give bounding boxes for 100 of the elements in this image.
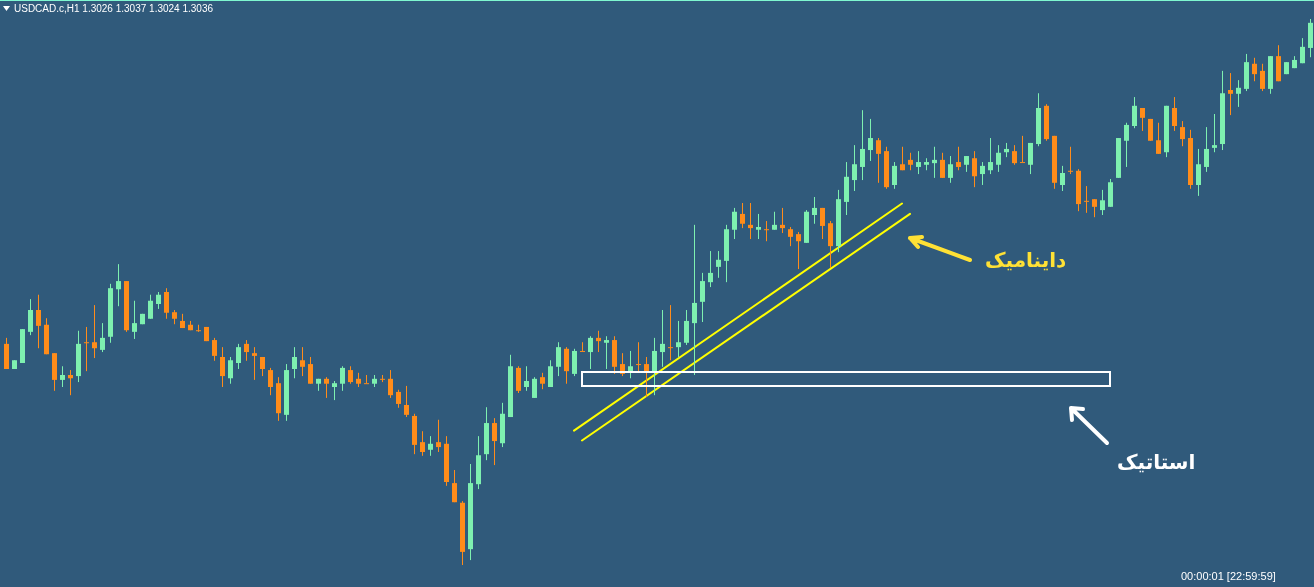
candlestick (604, 335, 609, 370)
candlestick (244, 339, 249, 362)
candlestick (1252, 57, 1257, 82)
candlestick (876, 137, 881, 184)
candlestick (780, 207, 785, 234)
candlestick (564, 346, 569, 385)
candlestick (268, 367, 273, 396)
candlestick (764, 220, 769, 242)
candlestick (1300, 37, 1305, 64)
candlestick (148, 294, 153, 320)
candlestick (1196, 148, 1201, 197)
candlestick (596, 330, 601, 353)
candlestick (340, 365, 345, 392)
candlestick (220, 346, 225, 388)
candlestick (236, 343, 241, 370)
candlestick (1228, 72, 1233, 116)
candlestick (1124, 122, 1129, 168)
candlestick (660, 309, 665, 368)
annotation: استاتیک (1117, 450, 1196, 474)
candlestick (100, 322, 105, 353)
candlestick (532, 376, 537, 399)
chart-title: USDCAD.c,H1 1.3026 1.3037 1.3024 1.3036 (14, 3, 214, 14)
candlestick (708, 250, 713, 288)
candlestick (956, 146, 961, 171)
candlestick (892, 161, 897, 190)
candlestick (812, 196, 817, 225)
candlestick (164, 287, 169, 320)
candlestick (796, 231, 801, 270)
candlestick (332, 380, 337, 401)
candlestick (732, 207, 737, 240)
candlestick (980, 161, 985, 186)
candlestick (556, 341, 561, 377)
candlestick (572, 348, 577, 377)
candlestick (292, 346, 297, 379)
candlestick (988, 137, 993, 175)
candlestick (452, 469, 457, 503)
candlestick (1172, 96, 1177, 132)
candlestick (428, 435, 433, 457)
candlestick (116, 263, 121, 307)
text: 00:00:01 [22:59:59] (1181, 570, 1276, 582)
candlestick (748, 202, 753, 240)
candlestick (916, 150, 921, 175)
candlestick (772, 211, 777, 231)
candlestick (228, 356, 233, 385)
candlestick (1212, 113, 1217, 153)
candlestick (668, 304, 673, 361)
annotation: داینامیک (985, 248, 1067, 272)
candlestick (716, 250, 721, 279)
candlestick (580, 341, 585, 352)
candlestick (756, 213, 761, 240)
candlestick (548, 359, 553, 388)
candlestick (948, 155, 953, 184)
candlestick (932, 146, 937, 179)
candlestick (436, 419, 441, 453)
candlestick (1100, 189, 1105, 216)
candlestick (684, 309, 689, 346)
candlestick (788, 226, 793, 247)
candlestick (940, 152, 945, 179)
candlestick (700, 272, 705, 323)
candlestick (28, 298, 33, 336)
candlestick (1084, 185, 1089, 214)
candlestick (324, 376, 329, 399)
candlestick (1012, 144, 1017, 166)
candlestick (868, 118, 873, 162)
candlestick (588, 335, 593, 370)
candlestick (300, 346, 305, 377)
candlestick (68, 369, 73, 396)
candlestick (92, 304, 97, 359)
candlestick (1180, 120, 1185, 147)
candlestick (212, 337, 217, 362)
candlestick (404, 385, 409, 418)
candlestick (1020, 135, 1025, 164)
candlestick (676, 320, 681, 358)
candlestick (1236, 79, 1241, 108)
candlestick (1204, 126, 1209, 173)
candlestick (828, 220, 833, 269)
candlestick (652, 337, 657, 396)
candlestick (1092, 198, 1097, 218)
candlestick (36, 294, 41, 349)
candlestick (996, 144, 1001, 173)
candlestick (1260, 63, 1265, 92)
candlestick (1060, 165, 1065, 192)
candlestick (860, 109, 865, 181)
candlestick (364, 374, 369, 385)
candlestick (1132, 96, 1137, 129)
candlestick (84, 326, 89, 372)
candlestick (492, 417, 497, 466)
candlestick (820, 207, 825, 240)
candlestick (740, 202, 745, 229)
candlestick (308, 356, 313, 385)
candlestick (1140, 107, 1145, 132)
candlestick (692, 224, 697, 376)
candlestick (1068, 146, 1073, 175)
candlestick (396, 389, 401, 409)
candlestick (852, 144, 857, 192)
candlestick (252, 346, 257, 381)
candlestick (524, 365, 529, 392)
candlestick (60, 365, 65, 388)
candlestick (1028, 142, 1033, 175)
candlestick (1156, 122, 1161, 155)
